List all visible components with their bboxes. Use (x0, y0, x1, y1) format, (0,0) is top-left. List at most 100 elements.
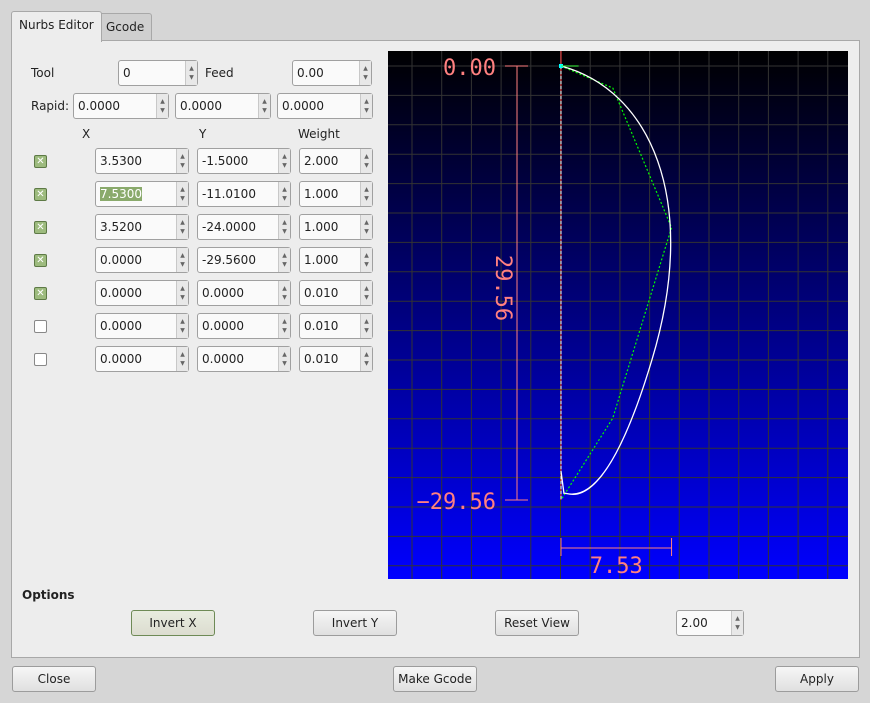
point-weight-spinbox[interactable]: 0.010 ▲ ▼ (299, 280, 373, 306)
spin-arrows-icon[interactable]: ▲ ▼ (278, 314, 290, 338)
tool-spinbox[interactable]: 0 ▲ ▼ (118, 60, 198, 86)
point-x-spinbox[interactable]: 0.0000 ▲ ▼ (95, 313, 189, 339)
point-y-value: -24.0000 (198, 215, 278, 239)
point-enabled-checkbox[interactable] (34, 353, 47, 366)
nurbs-preview-canvas[interactable]: 0.00 −29.56 7.53 29.56 (388, 51, 848, 579)
feed-label: Feed (205, 66, 234, 80)
point-enabled-checkbox[interactable]: ✕ (34, 254, 47, 267)
x-header: X (82, 127, 91, 141)
point-weight-spinbox[interactable]: 1.000 ▲ ▼ (299, 247, 373, 273)
spin-arrows-icon[interactable]: ▲ ▼ (278, 215, 290, 239)
point-x-text: 3.5200 (100, 220, 142, 234)
spin-arrows-icon[interactable]: ▲ ▼ (176, 347, 188, 371)
height-value-label: 29.56 (490, 255, 515, 321)
point-x-text: 3.5300 (100, 154, 142, 168)
rapid-z-spinbox[interactable]: 0.0000 ▲ ▼ (277, 93, 373, 119)
point-x-value: 0.0000 (96, 248, 176, 272)
point-y-spinbox[interactable]: 0.0000 ▲ ▼ (197, 280, 291, 306)
spin-arrows-icon[interactable]: ▲ ▼ (360, 182, 372, 206)
point-y-value: 0.0000 (198, 281, 278, 305)
apply-button[interactable]: Apply (775, 666, 859, 692)
point-x-text: 0.0000 (100, 253, 142, 267)
rapid-x-spinbox[interactable]: 0.0000 ▲ ▼ (73, 93, 169, 119)
point-x-text: 0.0000 (100, 352, 142, 366)
point-weight-text: 1.000 (304, 253, 339, 267)
scale-spinbox[interactable]: 2.00 ▲ ▼ (676, 610, 744, 636)
point-weight-value: 0.010 (300, 314, 360, 338)
invert-y-button[interactable]: Invert Y (313, 610, 397, 636)
point-weight-value: 0.010 (300, 281, 360, 305)
spin-arrows-icon[interactable]: ▲ ▼ (360, 314, 372, 338)
tool-value: 0 (123, 66, 131, 80)
spin-arrows-icon[interactable]: ▲ ▼ (176, 314, 188, 338)
spin-arrows-icon[interactable]: ▲ ▼ (176, 182, 188, 206)
spin-arrows-icon[interactable]: ▲ ▼ (360, 94, 372, 118)
make-gcode-button[interactable]: Make Gcode (393, 666, 477, 692)
close-button[interactable]: Close (12, 666, 96, 692)
point-enabled-checkbox[interactable]: ✕ (34, 188, 47, 201)
point-x-spinbox[interactable]: 0.0000 ▲ ▼ (95, 280, 189, 306)
point-x-spinbox[interactable]: 0.0000 ▲ ▼ (95, 247, 189, 273)
spin-arrows-icon[interactable]: ▲ ▼ (156, 94, 168, 118)
point-y-text: 0.0000 (202, 352, 244, 366)
point-weight-spinbox[interactable]: 0.010 ▲ ▼ (299, 313, 373, 339)
spin-arrows-icon[interactable]: ▲ ▼ (278, 281, 290, 305)
spin-arrows-icon[interactable]: ▲ ▼ (258, 94, 270, 118)
spin-arrows-icon[interactable]: ▲ ▼ (731, 611, 743, 635)
point-x-text: 0.0000 (100, 319, 142, 333)
point-x-spinbox[interactable]: 0.0000 ▲ ▼ (95, 346, 189, 372)
tool-label: Tool (31, 66, 55, 80)
point-x-spinbox[interactable]: 3.5300 ▲ ▼ (95, 148, 189, 174)
point-y-text: -1.5000 (202, 154, 249, 168)
rapid-y-spinbox[interactable]: 0.0000 ▲ ▼ (175, 93, 271, 119)
point-weight-spinbox[interactable]: 2.000 ▲ ▼ (299, 148, 373, 174)
reset-view-button[interactable]: Reset View (495, 610, 579, 636)
point-y-text: 0.0000 (202, 319, 244, 333)
point-enabled-checkbox[interactable]: ✕ (34, 287, 47, 300)
spin-arrows-icon[interactable]: ▲ ▼ (185, 61, 197, 85)
feed-spinbox[interactable]: 0.00 ▲ ▼ (292, 60, 372, 86)
spin-arrows-icon[interactable]: ▲ ▼ (360, 248, 372, 272)
spin-arrows-icon[interactable]: ▲ ▼ (176, 281, 188, 305)
point-x-spinbox[interactable]: 3.5200 ▲ ▼ (95, 214, 189, 240)
weight-header: Weight (298, 127, 340, 141)
point-y-value: -29.5600 (198, 248, 278, 272)
point-y-spinbox[interactable]: 0.0000 ▲ ▼ (197, 313, 291, 339)
spin-arrows-icon[interactable]: ▲ ▼ (360, 281, 372, 305)
tab-gcode[interactable]: Gcode (98, 13, 153, 41)
point-weight-text: 1.000 (304, 187, 339, 201)
spin-arrows-icon[interactable]: ▲ ▼ (176, 215, 188, 239)
spin-arrows-icon[interactable]: ▲ ▼ (360, 347, 372, 371)
spin-arrows-icon[interactable]: ▲ ▼ (278, 347, 290, 371)
point-y-text: -11.0100 (202, 187, 256, 201)
point-enabled-checkbox[interactable] (34, 320, 47, 333)
point-enabled-checkbox[interactable]: ✕ (34, 155, 47, 168)
width-value-label: 7.53 (590, 554, 643, 579)
point-y-spinbox[interactable]: 0.0000 ▲ ▼ (197, 346, 291, 372)
point-weight-spinbox[interactable]: 1.000 ▲ ▼ (299, 181, 373, 207)
point-weight-value: 1.000 (300, 248, 360, 272)
spin-arrows-icon[interactable]: ▲ ▼ (360, 215, 372, 239)
point-enabled-checkbox[interactable]: ✕ (34, 221, 47, 234)
point-x-spinbox[interactable]: 7.5300 ▲ ▼ (95, 181, 189, 207)
rapid-label: Rapid: (31, 99, 70, 113)
point-weight-text: 0.010 (304, 352, 339, 366)
point-weight-spinbox[interactable]: 1.000 ▲ ▼ (299, 214, 373, 240)
invert-x-button[interactable]: Invert X (131, 610, 215, 636)
spin-arrows-icon[interactable]: ▲ ▼ (360, 149, 372, 173)
tab-nurbs-editor[interactable]: Nurbs Editor (11, 11, 102, 42)
spin-arrows-icon[interactable]: ▲ ▼ (278, 149, 290, 173)
spin-arrows-icon[interactable]: ▲ ▼ (278, 182, 290, 206)
point-y-spinbox[interactable]: -29.5600 ▲ ▼ (197, 247, 291, 273)
spin-arrows-icon[interactable]: ▲ ▼ (176, 149, 188, 173)
point-weight-spinbox[interactable]: 0.010 ▲ ▼ (299, 346, 373, 372)
point-y-spinbox[interactable]: -11.0100 ▲ ▼ (197, 181, 291, 207)
point-weight-text: 0.010 (304, 286, 339, 300)
spin-arrows-icon[interactable]: ▲ ▼ (278, 248, 290, 272)
spin-arrows-icon[interactable]: ▲ ▼ (359, 61, 371, 85)
point-y-spinbox[interactable]: -24.0000 ▲ ▼ (197, 214, 291, 240)
spin-arrows-icon[interactable]: ▲ ▼ (176, 248, 188, 272)
point-y-spinbox[interactable]: -1.5000 ▲ ▼ (197, 148, 291, 174)
feed-value: 0.00 (297, 66, 324, 80)
point-x-value: 3.5200 (96, 215, 176, 239)
